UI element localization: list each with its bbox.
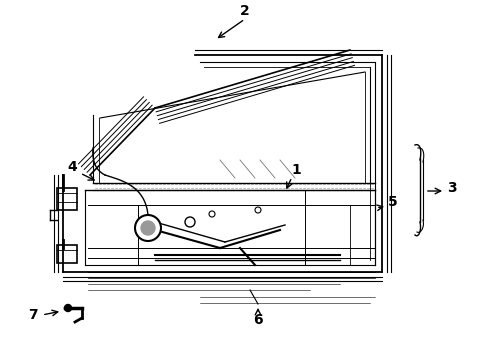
Circle shape (209, 211, 215, 217)
Text: 7: 7 (28, 308, 38, 322)
Text: 3: 3 (447, 181, 457, 195)
Text: 4: 4 (67, 160, 77, 174)
Circle shape (141, 221, 155, 235)
Circle shape (255, 207, 261, 213)
Text: 5: 5 (388, 195, 398, 209)
Text: 6: 6 (253, 313, 263, 327)
Text: 1: 1 (291, 163, 301, 177)
Circle shape (135, 215, 161, 241)
Circle shape (65, 305, 72, 311)
Text: 2: 2 (240, 4, 250, 18)
Circle shape (185, 217, 195, 227)
